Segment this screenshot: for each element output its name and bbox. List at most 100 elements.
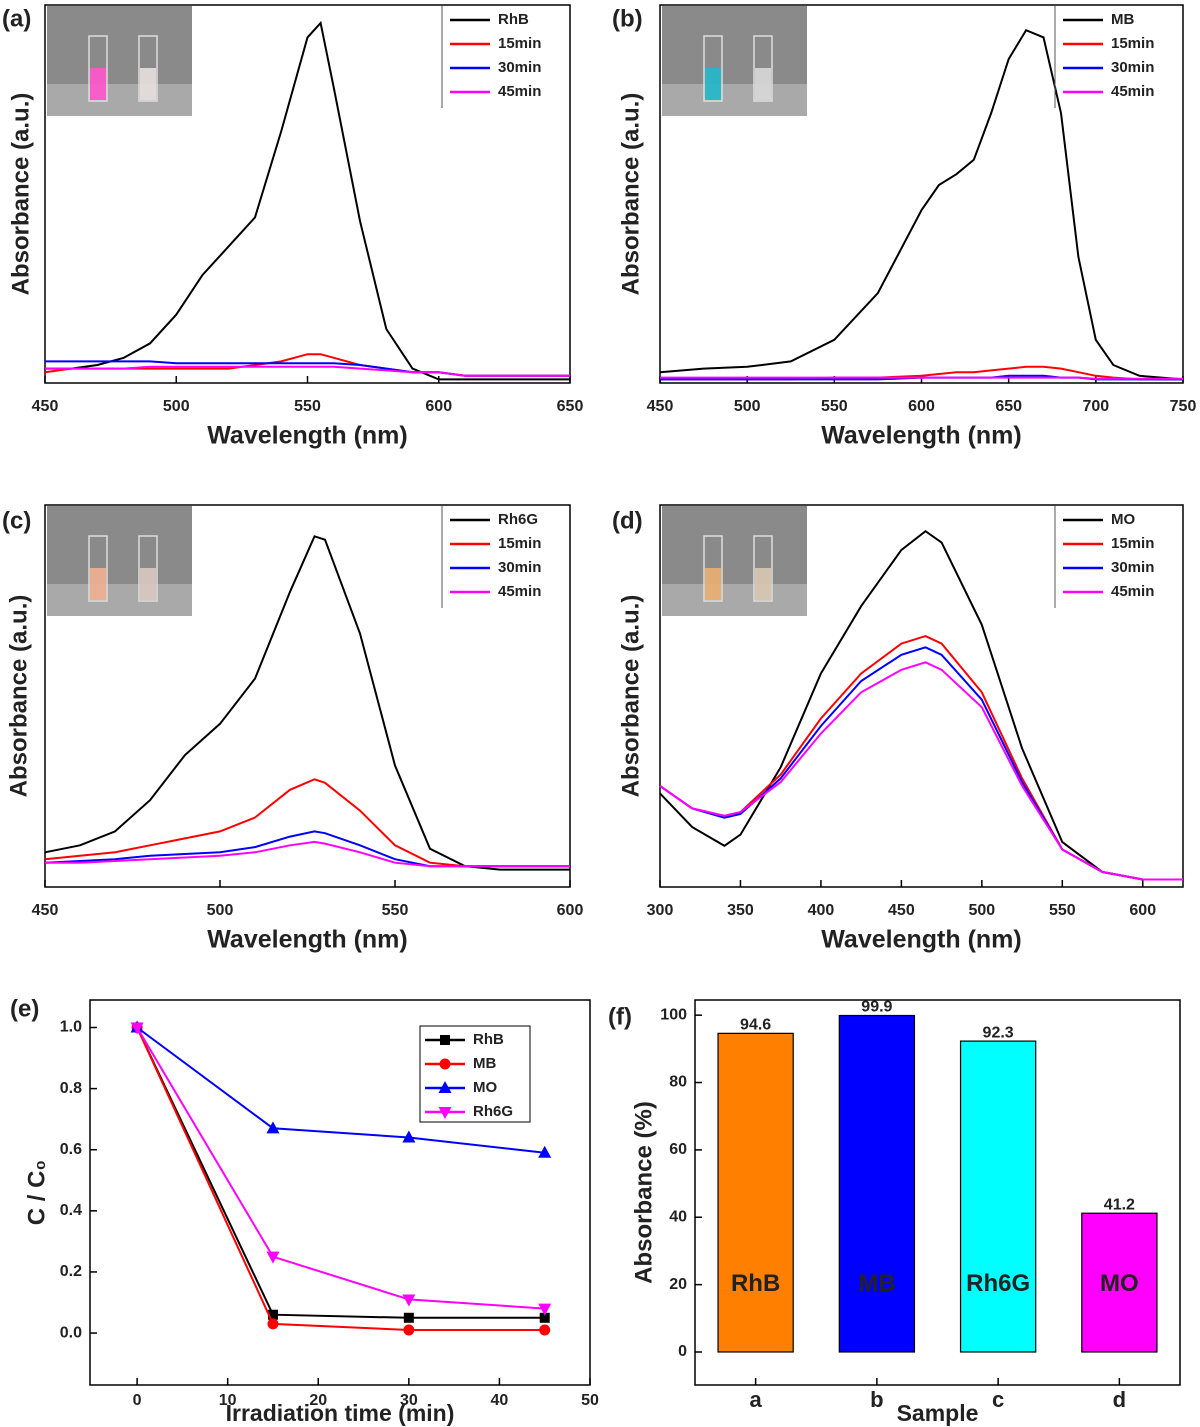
x-tick-label: 350 — [727, 902, 754, 919]
bar — [1081, 1212, 1158, 1353]
y-axis-title: Absorbance (%) — [630, 1101, 657, 1284]
bar-value-label: 94.6 — [740, 1017, 771, 1034]
cuvette — [703, 35, 723, 102]
legend-label: RhB — [473, 1031, 504, 1048]
panel-label: (e) — [10, 995, 39, 1022]
cuvette — [138, 535, 158, 602]
legend-label: Rh6G — [473, 1103, 513, 1120]
marker — [438, 1081, 452, 1093]
plot-frame — [694, 999, 1181, 1386]
marker — [403, 1312, 414, 1323]
x-tick-label: 550 — [382, 902, 409, 919]
bar-name: MO — [1100, 1270, 1139, 1297]
bar-name: MB — [858, 1270, 895, 1297]
marker — [439, 1058, 451, 1070]
x-axis-title: Irradiation time (min) — [226, 1400, 455, 1426]
legend-label: 45min — [498, 83, 541, 100]
legend-label: 30min — [1111, 59, 1154, 76]
cuvette — [88, 35, 108, 102]
bar — [717, 1032, 794, 1353]
series-line — [45, 20, 570, 381]
cuvette-liquid — [705, 568, 721, 600]
panel-label: (c) — [2, 507, 31, 534]
y-tick-label: 20 — [669, 1276, 687, 1293]
plot-frame — [659, 504, 1184, 888]
cuvette-liquid — [90, 68, 106, 100]
legend-label: RhB — [498, 11, 529, 28]
marker — [267, 1309, 278, 1320]
x-tick-label: 550 — [821, 398, 848, 415]
x-tick-label: 300 — [647, 902, 674, 919]
bar — [959, 1040, 1037, 1353]
legend-label: 30min — [498, 59, 541, 76]
legend-label: 30min — [1111, 559, 1154, 576]
legend-label: 15min — [1111, 535, 1154, 552]
y-tick-label: 60 — [669, 1141, 687, 1158]
x-tick-label: 40 — [491, 1392, 509, 1409]
series-line — [45, 840, 570, 868]
inset-floor — [662, 84, 807, 116]
cuvette-liquid — [755, 68, 771, 100]
inset-floor — [47, 84, 192, 116]
y-axis-title: Absorbance (a.u.) — [7, 93, 34, 296]
legend-label: 30min — [498, 559, 541, 576]
bar-name: RhB — [731, 1270, 780, 1297]
y-tick-label: 0 — [678, 1343, 687, 1360]
panel-label: (b) — [612, 5, 643, 32]
legend-box — [419, 1025, 531, 1123]
x-axis-title: Sample — [897, 1400, 979, 1426]
bar — [838, 1014, 916, 1353]
marker — [130, 1022, 144, 1035]
cuvette — [753, 35, 773, 102]
panel-label: (d) — [612, 507, 643, 534]
legend-label: Rh6G — [498, 511, 538, 528]
x-tick-label: 10 — [219, 1392, 237, 1409]
series-line — [45, 365, 570, 377]
x-tick-label: 700 — [1082, 398, 1109, 415]
cuvette-liquid — [140, 568, 156, 600]
x-tick-label: 450 — [647, 398, 674, 415]
legend-label: 45min — [1111, 583, 1154, 600]
x-tick-label: 500 — [968, 902, 995, 919]
series-line — [660, 376, 1183, 380]
x-tick-label: 450 — [32, 398, 59, 415]
x-tick-label: 600 — [557, 902, 584, 919]
y-tick-label: 80 — [669, 1074, 687, 1091]
cuvette-liquid — [140, 68, 156, 100]
plot-frame — [44, 504, 571, 888]
y-tick-label: 40 — [669, 1208, 687, 1225]
x-tick-label: 50 — [581, 1392, 599, 1409]
y-tick-label: 100 — [660, 1006, 687, 1023]
y-axis-title: Absorbance (a.u.) — [617, 93, 644, 296]
x-tick-label: 600 — [425, 398, 452, 415]
x-tick-label: c — [992, 1387, 1004, 1412]
y-tick-label: 0.8 — [60, 1080, 82, 1097]
marker — [266, 1251, 280, 1264]
x-tick-label: 450 — [32, 902, 59, 919]
series-line — [136, 1027, 545, 1319]
x-tick-label: 600 — [1129, 902, 1156, 919]
x-tick-label: 550 — [1049, 902, 1076, 919]
panel-label: (a) — [2, 5, 31, 32]
series-line — [659, 661, 1183, 881]
y-axis-title: Absorbance (a.u.) — [5, 595, 32, 798]
bar-value-label: 92.3 — [983, 1024, 1014, 1041]
cuvette — [703, 535, 723, 602]
plot-frame — [89, 999, 591, 1386]
legend-label: MB — [1111, 11, 1134, 28]
legend-label: MB — [473, 1055, 496, 1072]
legend-label: MO — [1111, 511, 1135, 528]
cuvette-liquid — [705, 68, 721, 100]
x-axis-title: Wavelength (nm) — [821, 422, 1021, 450]
series-line — [659, 28, 1184, 381]
cuvette — [88, 535, 108, 602]
x-axis-title: Wavelength (nm) — [821, 926, 1021, 954]
cuvette — [753, 535, 773, 602]
series-line — [659, 635, 1183, 881]
x-tick-label: d — [1113, 1387, 1126, 1412]
x-tick-label: 600 — [908, 398, 935, 415]
x-tick-label: a — [750, 1387, 763, 1412]
marker — [538, 1145, 552, 1158]
series-line — [136, 1026, 545, 1154]
